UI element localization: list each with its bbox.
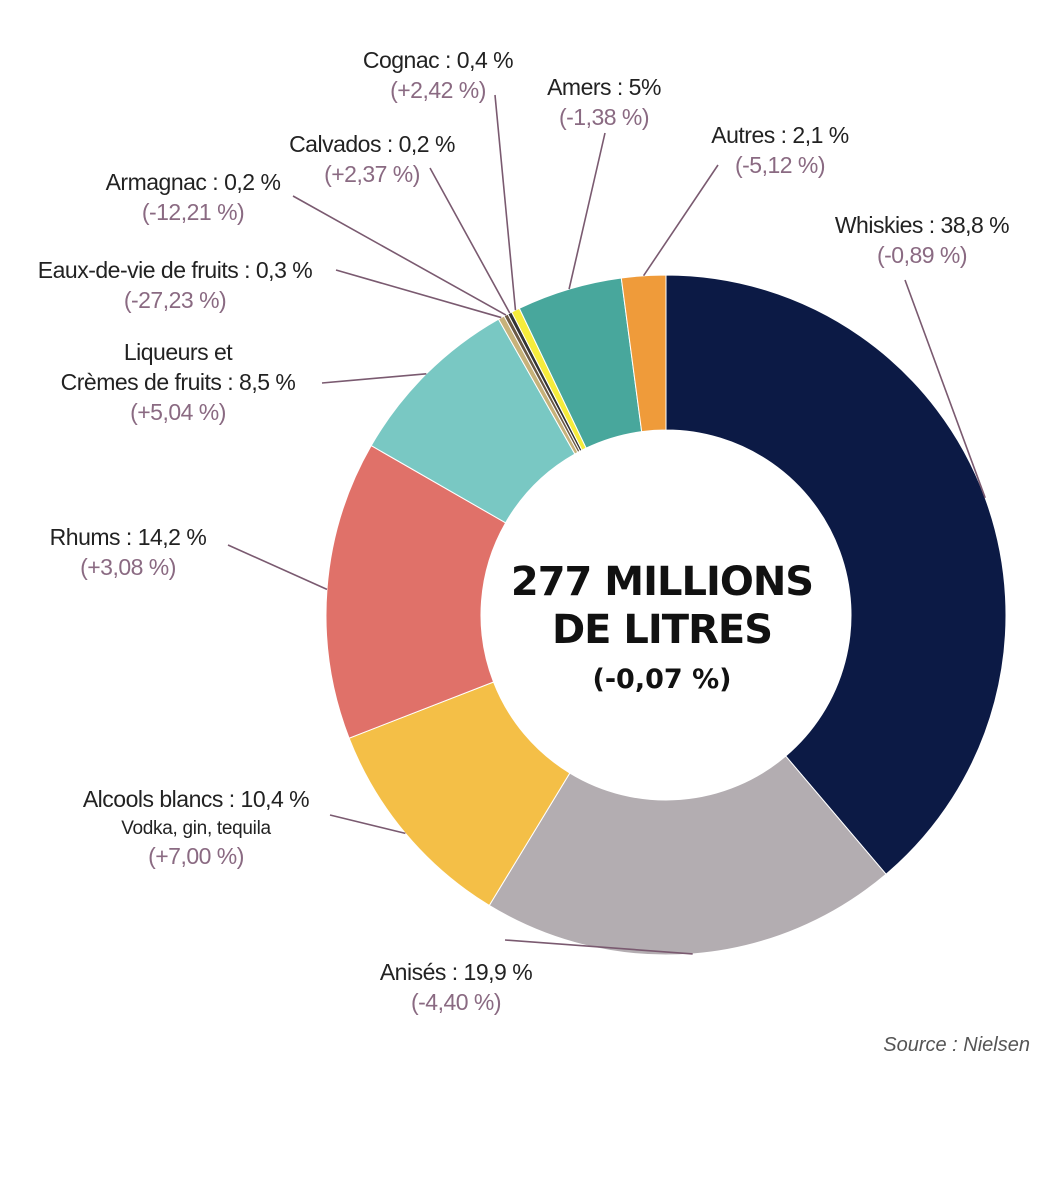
leader-line-armagnac bbox=[292, 195, 507, 316]
leader-line-autres bbox=[642, 164, 719, 277]
label-rhums: Rhums : 14,2 % bbox=[50, 524, 207, 550]
center-total-change: (-0,07 %) bbox=[593, 664, 732, 695]
change-armagnac: (-12,21 %) bbox=[142, 199, 244, 225]
leader-line-calvados bbox=[429, 167, 511, 314]
leader-line-eaux-de-vie-de-fruits bbox=[335, 269, 502, 319]
leader-lines-group bbox=[227, 94, 986, 955]
slice-rhums bbox=[325, 444, 507, 739]
label-eaux-de-vie: Eaux-de-vie de fruits : 0,3 % bbox=[38, 257, 312, 283]
leader-line-rhums bbox=[227, 544, 328, 591]
label-alcools-blancs: Alcools blancs : 10,4 % bbox=[83, 786, 309, 812]
label-cognac: Cognac : 0,4 % bbox=[363, 47, 513, 73]
slices-group bbox=[325, 274, 1007, 956]
leader-line-cognac bbox=[494, 94, 517, 311]
center-total-line2: DE LITRES bbox=[552, 607, 772, 653]
slice-anis-s bbox=[488, 755, 887, 956]
leader-line-liqueurs-et-cr-mes-de-fruits bbox=[321, 373, 427, 384]
source-note: Source : Nielsen bbox=[883, 1034, 1030, 1056]
change-liqueurs: (+5,04 %) bbox=[130, 399, 226, 425]
change-alcools-blancs: (+7,00 %) bbox=[148, 843, 244, 869]
slice-autres bbox=[620, 274, 667, 433]
leader-line-anis-s bbox=[504, 939, 693, 955]
label-armagnac: Armagnac : 0,2 % bbox=[106, 169, 281, 195]
label-autres: Autres : 2,1 % bbox=[711, 122, 849, 148]
label-anises: Anisés : 19,9 % bbox=[380, 959, 532, 985]
leader-line-amers bbox=[568, 132, 606, 290]
change-eaux-de-vie: (-27,23 %) bbox=[124, 287, 226, 313]
label-liqueurs-line1: Liqueurs et bbox=[124, 339, 233, 365]
leader-line-alcools-blancs bbox=[329, 814, 406, 835]
sublabel-alcools-blancs: Vodka, gin, tequila bbox=[121, 818, 271, 839]
change-rhums: (+3,08 %) bbox=[80, 554, 176, 580]
label-calvados: Calvados : 0,2 % bbox=[289, 131, 455, 157]
change-autres: (-5,12 %) bbox=[735, 152, 825, 178]
change-calvados: (+2,37 %) bbox=[324, 161, 420, 187]
label-amers: Amers : 5% bbox=[547, 74, 661, 100]
label-whiskies: Whiskies : 38,8 % bbox=[835, 212, 1009, 238]
slice-whiskies bbox=[665, 274, 1007, 875]
center-total-line1: 277 MILLIONS bbox=[511, 559, 813, 605]
change-anises: (-4,40 %) bbox=[411, 989, 501, 1015]
change-whiskies: (-0,89 %) bbox=[877, 242, 967, 268]
change-amers: (-1,38 %) bbox=[559, 104, 649, 130]
leader-line-whiskies bbox=[904, 279, 986, 499]
label-liqueurs: Crèmes de fruits : 8,5 % bbox=[61, 369, 296, 395]
change-cognac: (+2,42 %) bbox=[390, 77, 486, 103]
